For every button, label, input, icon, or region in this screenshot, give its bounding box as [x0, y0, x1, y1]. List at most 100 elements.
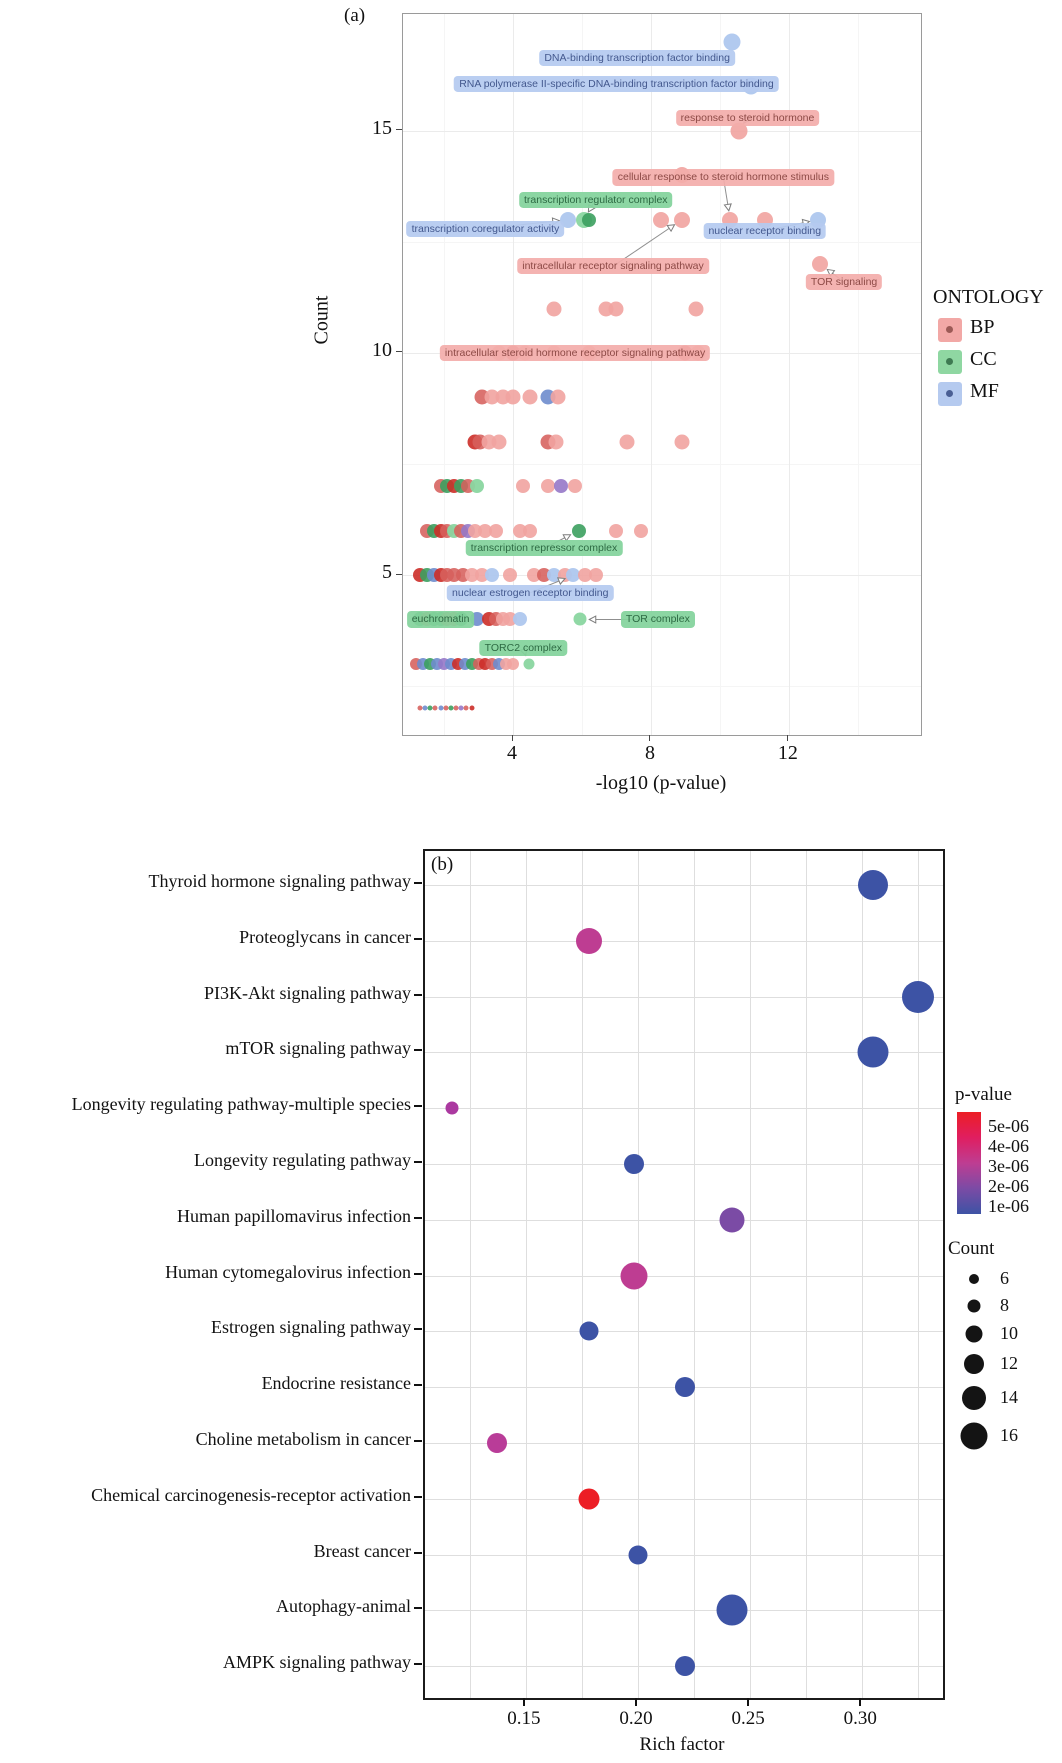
- grid-line-x: [918, 851, 920, 1698]
- go-term-annotation: cellular response to steroid hormone sti…: [612, 169, 835, 186]
- pathway-label: Chemical carcinogenesis-receptor activat…: [91, 1484, 411, 1505]
- pathway-y-tick: [414, 1495, 422, 1498]
- pathway-label: Human papillomavirus infection: [177, 1205, 411, 1226]
- annotation-arrow-head: [666, 224, 676, 233]
- grid-line-y: [425, 1554, 943, 1556]
- pvalue-gradient-bar: [957, 1112, 981, 1214]
- data-point: [522, 389, 538, 405]
- grid-line-y: [425, 940, 943, 942]
- data-point: [811, 256, 828, 273]
- grid-line-y-minor: [403, 686, 921, 688]
- pathway-label: mTOR signaling pathway: [225, 1038, 411, 1059]
- pathway-label: Longevity regulating pathway: [194, 1150, 411, 1170]
- pathway-data-point: [623, 1154, 644, 1174]
- pathway-data-point: [716, 1594, 748, 1626]
- ontology-legend-swatch: [938, 350, 962, 374]
- data-point: [566, 568, 581, 583]
- pathway-data-point: [578, 1488, 600, 1510]
- count-legend-dot: [964, 1354, 984, 1374]
- data-point: [516, 479, 531, 494]
- data-point: [417, 705, 423, 711]
- pathway-data-point: [628, 1545, 648, 1565]
- grid-line-y-major: [403, 130, 921, 132]
- go-term-annotation: transcription repressor complex: [465, 540, 623, 557]
- grid-line-x-minor: [444, 14, 446, 735]
- x-axis-tick: [511, 735, 513, 741]
- go-term-annotation: TOR signaling: [805, 273, 883, 290]
- pvalue-legend-tick: 3e-06: [988, 1156, 1029, 1176]
- data-point: [458, 705, 464, 711]
- pathway-y-tick: [414, 1272, 422, 1275]
- data-point: [523, 658, 535, 670]
- ontology-legend-swatch: [938, 318, 962, 342]
- y-axis-tick-label: 15: [372, 116, 392, 139]
- count-legend-dot: [965, 1325, 983, 1343]
- data-point: [512, 612, 527, 627]
- data-point: [422, 705, 428, 711]
- grid-line-y: [425, 1443, 943, 1444]
- data-point: [453, 705, 459, 711]
- data-point: [619, 434, 635, 450]
- pathway-data-point: [575, 927, 602, 954]
- pathway-y-tick: [414, 937, 422, 940]
- pathway-label: Human cytomegalovirus infection: [165, 1261, 411, 1282]
- grid-line-y: [425, 1610, 943, 1612]
- pathway-data-point: [719, 1207, 745, 1233]
- go-term-annotation: response to steroid hormone: [675, 109, 820, 126]
- pathway-data-point: [857, 1036, 889, 1068]
- panel-a-legend-title: ONTOLOGY: [933, 286, 1044, 308]
- grid-line-x-minor: [581, 14, 583, 735]
- data-point: [633, 523, 648, 538]
- panel-b-plot: [423, 849, 945, 1700]
- legend-point-glyph: [946, 358, 953, 365]
- panel-b-x-axis-title: Rich factor: [639, 1734, 725, 1755]
- pathway-y-tick: [414, 1384, 422, 1387]
- grid-line-y: [425, 1331, 943, 1333]
- data-point: [488, 523, 503, 538]
- x-axis-tick-label: 12: [777, 742, 798, 764]
- data-point: [438, 705, 444, 711]
- pathway-data-point: [675, 1377, 696, 1398]
- count-legend-label: 16: [1000, 1425, 1018, 1445]
- data-point: [688, 301, 704, 317]
- grid-line-x-major: [650, 14, 652, 735]
- grid-line-y: [425, 1498, 943, 1500]
- pvalue-legend-tick: 1e-06: [988, 1196, 1029, 1216]
- pathway-label: Thyroid hormone signaling pathway: [148, 871, 411, 891]
- panel-a-plot: DNA-binding transcription factor binding…: [402, 13, 922, 736]
- legend-point-glyph: [946, 390, 953, 397]
- go-term-annotation: euchromatin: [406, 611, 475, 628]
- data-point: [505, 389, 521, 405]
- x-axis-tick: [522, 1698, 525, 1706]
- go-term-annotation: transcription regulator complex: [518, 191, 673, 208]
- x-axis-tick-label: 0.20: [619, 1708, 653, 1729]
- grid-line-x-minor: [719, 14, 721, 735]
- grid-line-y-minor: [403, 241, 921, 243]
- grid-line-y: [425, 1108, 943, 1110]
- y-axis-tick: [396, 573, 402, 575]
- legend-point-glyph: [946, 326, 953, 333]
- pvalue-legend-title: p-value: [955, 1084, 1012, 1105]
- data-point: [588, 568, 603, 583]
- pathway-label: Endocrine resistance: [261, 1373, 411, 1394]
- pathway-data-point: [445, 1101, 459, 1115]
- y-axis-tick-label: 10: [372, 338, 392, 361]
- pathway-label: Estrogen signaling pathway: [211, 1317, 411, 1338]
- grid-line-y-major: [403, 575, 921, 577]
- count-legend-title: Count: [948, 1238, 995, 1259]
- panel-a-x-axis-title: -log10 (p-value): [595, 772, 727, 794]
- count-legend-label: 14: [1000, 1387, 1018, 1407]
- x-axis-tick: [787, 735, 789, 741]
- data-point: [674, 434, 690, 450]
- grid-line-x: [862, 851, 864, 1698]
- grid-line-y: [425, 1164, 943, 1165]
- ontology-legend-label: CC: [970, 348, 997, 370]
- data-point: [546, 301, 562, 317]
- grid-line-y: [425, 885, 943, 886]
- panel-a-y-axis-title: Count: [310, 295, 333, 345]
- go-term-annotation: TOR complex: [620, 611, 695, 628]
- data-point: [469, 705, 475, 711]
- x-axis-tick-label: 0.15: [507, 1708, 541, 1729]
- data-point: [674, 211, 690, 228]
